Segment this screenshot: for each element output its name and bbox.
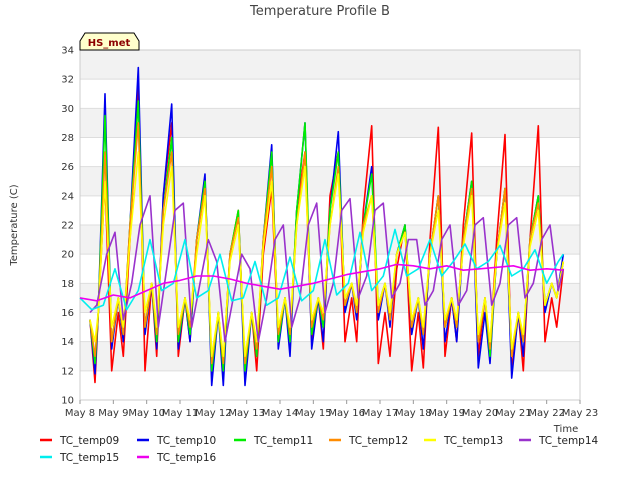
series-line-TC_temp16 — [79, 263, 564, 302]
band — [80, 341, 580, 371]
band — [80, 79, 580, 109]
x-tick-label: May 11 — [162, 408, 199, 419]
y-tick-label: 22 — [61, 221, 74, 232]
legend-label: TC_temp12 — [348, 435, 408, 447]
x-tick-label: May 23 — [562, 408, 599, 419]
chart-title: Temperature Profile B — [249, 4, 390, 19]
legend-label: TC_temp15 — [59, 452, 119, 464]
legend-label: TC_temp13 — [443, 435, 503, 447]
y-tick-label: 10 — [61, 396, 74, 407]
series-line-TC_temp13 — [89, 151, 565, 358]
y-axis-title: Temperature (C) — [9, 184, 20, 266]
badge-shape — [79, 32, 140, 51]
y-axis-ticks: 10 12 14 16 18 20 22 24 26 28 30 32 34 — [61, 46, 74, 407]
legend-label: TC_temp14 — [538, 435, 599, 447]
y-tick-label: 16 — [61, 308, 74, 319]
x-tick-label: May 17 — [362, 408, 399, 419]
y-tick-label: 18 — [61, 279, 74, 290]
badge-label: HS_met — [88, 38, 131, 49]
x-tick-label: May 15 — [295, 408, 332, 419]
x-tick-label: May 21 — [495, 408, 532, 419]
series-line-TC_temp15 — [79, 228, 564, 311]
plot-frame — [79, 49, 581, 401]
band — [80, 108, 580, 138]
y-tick-label: 30 — [61, 104, 74, 115]
x-tick-label: May 13 — [228, 408, 265, 419]
legend: TC_temp09 TC_temp10 TC_temp11 TC_temp12 TC_t… — [40, 435, 599, 464]
legend-label: TC_temp10 — [156, 435, 216, 447]
legend-label: TC_temp11 — [253, 435, 313, 447]
y-tick-label: 24 — [61, 191, 74, 202]
x-tick-label: May 22 — [528, 408, 565, 419]
x-tick-label: May 9 — [98, 408, 128, 419]
band — [80, 50, 580, 80]
band — [80, 370, 580, 400]
x-tick-label: May 12 — [195, 408, 232, 419]
y-tick-label: 20 — [61, 250, 74, 261]
hs-met-badge: HS_met — [79, 32, 140, 51]
y-tick-label: 14 — [61, 337, 74, 348]
legend-label: TC_temp16 — [156, 452, 217, 464]
y-tick-label: 34 — [61, 46, 74, 57]
x-axis-title: Time — [553, 424, 578, 435]
x-tick-label: May 19 — [428, 408, 465, 419]
y-tick-label: 12 — [61, 366, 74, 377]
y-tick-label: 32 — [61, 75, 74, 86]
x-tick-label: May 10 — [128, 408, 165, 419]
band — [80, 137, 580, 167]
legend-label: TC_temp09 — [59, 435, 119, 447]
y-tick-label: 26 — [61, 162, 74, 173]
x-tick-label: May 20 — [462, 408, 499, 419]
band — [80, 312, 580, 342]
x-tick-label: May 14 — [262, 408, 299, 419]
x-tick-label: May 8 — [65, 408, 95, 419]
series-line-TC_temp10 — [89, 66, 565, 387]
y-tick-label: 28 — [61, 133, 74, 144]
series-lines — [79, 66, 565, 387]
x-tick-label: May 18 — [395, 408, 432, 419]
x-tick-label: May 16 — [328, 408, 365, 419]
